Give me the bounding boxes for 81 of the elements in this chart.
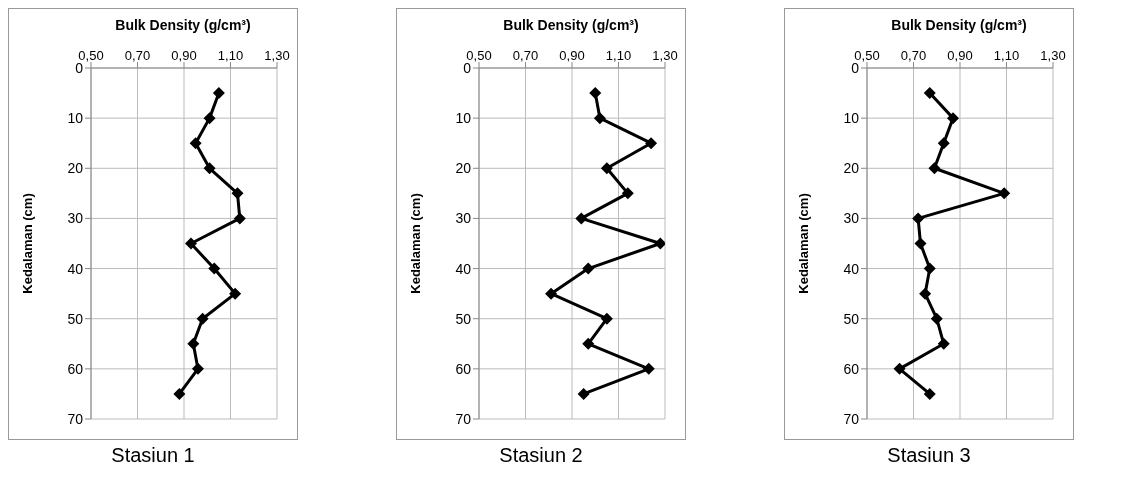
x-tick-label: 0,90 xyxy=(171,48,197,63)
point xyxy=(575,212,588,225)
point xyxy=(203,162,216,175)
point xyxy=(928,162,941,175)
y-tick-label: 70 xyxy=(843,410,860,427)
point xyxy=(923,387,936,400)
point xyxy=(208,262,221,275)
point xyxy=(893,362,906,375)
point xyxy=(203,112,216,125)
point xyxy=(582,337,595,350)
text: Stasiun 2 xyxy=(498,444,584,467)
x-tick-label: 1,10 xyxy=(217,48,244,63)
point xyxy=(593,112,606,125)
point xyxy=(196,312,209,325)
y-tick-label: 10 xyxy=(67,110,84,127)
y-tick-label: 30 xyxy=(455,210,472,227)
x-tick-label: 1,30 xyxy=(264,48,290,63)
point xyxy=(229,287,242,300)
point xyxy=(191,362,204,375)
point xyxy=(589,87,602,100)
point xyxy=(923,87,936,100)
y-tick-label: 10 xyxy=(843,110,860,127)
point xyxy=(645,137,658,150)
y-tick-label: 70 xyxy=(455,410,472,427)
y-tick-label: 60 xyxy=(67,360,84,377)
y-tick-label: 60 xyxy=(455,360,472,377)
point xyxy=(173,387,186,400)
point xyxy=(998,187,1011,200)
y-tick-label: 40 xyxy=(67,260,84,277)
text: Stasiun 1 xyxy=(110,444,196,467)
y-axis-title: Kedalaman (cm) xyxy=(795,193,811,294)
x-tick-label: 1,10 xyxy=(605,48,632,63)
point xyxy=(187,337,200,350)
point xyxy=(947,112,960,125)
point xyxy=(545,287,558,300)
point xyxy=(212,87,225,100)
y-tick-label: 50 xyxy=(843,310,860,327)
point xyxy=(621,187,634,200)
y-axis-title: Kedalaman (cm) xyxy=(19,193,35,294)
y-tick-label: 10 xyxy=(455,110,472,127)
point xyxy=(577,387,590,400)
point xyxy=(582,262,595,275)
x-axis-title: Bulk Density (g/cm³) xyxy=(502,17,640,33)
point xyxy=(231,187,244,200)
point xyxy=(912,212,925,225)
y-tick-label: 30 xyxy=(843,210,860,227)
x-tick-label: 1,10 xyxy=(993,48,1020,63)
x-tick-label: 0,70 xyxy=(900,48,927,63)
point xyxy=(919,287,932,300)
x-tick-label: 0,70 xyxy=(512,48,539,63)
point xyxy=(184,237,197,250)
y-tick-label: 40 xyxy=(843,260,860,277)
y-axis-title: Kedalaman (cm) xyxy=(407,193,423,294)
x-axis-title: Bulk Density (g/cm³) xyxy=(890,17,1028,33)
y-tick-label: 50 xyxy=(455,310,472,327)
x-tick-label: 0,90 xyxy=(559,48,585,63)
x-tick-label: 1,30 xyxy=(1040,48,1066,63)
text: Stasiun 3 xyxy=(886,444,972,467)
point xyxy=(189,137,202,150)
x-tick-label: 0,90 xyxy=(947,48,973,63)
y-tick-label: 50 xyxy=(67,310,84,327)
x-tick-label: 1,30 xyxy=(652,48,678,63)
point xyxy=(937,337,950,350)
point xyxy=(923,262,936,275)
point xyxy=(654,237,665,250)
y-tick-label: 60 xyxy=(843,360,860,377)
y-tick-label: 40 xyxy=(455,260,472,277)
x-tick-label: 0,70 xyxy=(124,48,151,63)
y-tick-label: 20 xyxy=(455,160,472,177)
point xyxy=(937,137,950,150)
point xyxy=(233,212,246,225)
point xyxy=(642,362,655,375)
point xyxy=(914,237,927,250)
point xyxy=(600,312,613,325)
y-tick-label: 20 xyxy=(67,160,84,177)
y-tick-label: 70 xyxy=(67,410,84,427)
x-axis-title: Bulk Density (g/cm³) xyxy=(114,17,252,33)
y-tick-label: 20 xyxy=(843,160,860,177)
point xyxy=(600,162,613,175)
point xyxy=(930,312,943,325)
y-tick-label: 30 xyxy=(67,210,84,227)
